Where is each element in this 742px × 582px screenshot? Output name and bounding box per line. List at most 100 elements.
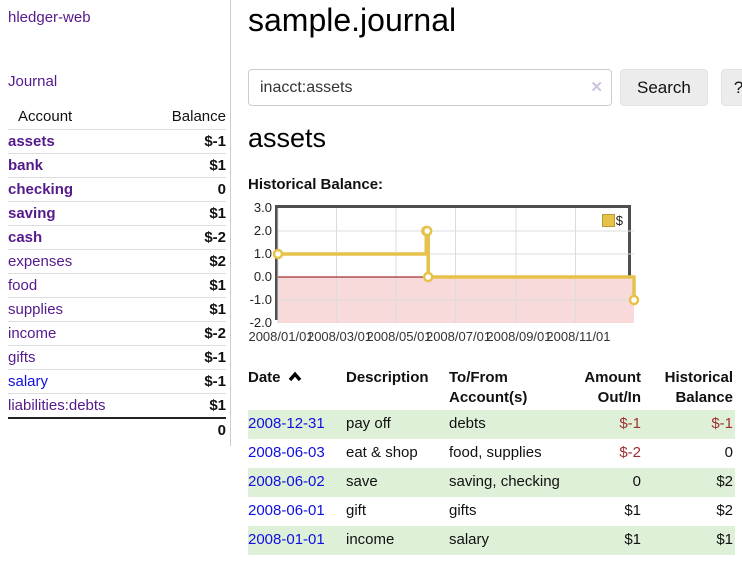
x-tick-label: 2008/09/01 xyxy=(486,329,552,344)
transaction-balance: $2 xyxy=(716,502,733,519)
transaction-balance: $-1 xyxy=(643,410,735,439)
transaction-amount: 0 xyxy=(561,468,643,497)
y-tick-label: 0.0 xyxy=(253,269,272,284)
account-balance: $-1 xyxy=(204,349,226,366)
transaction-amount: $-2 xyxy=(619,444,641,461)
transaction-date-link[interactable]: 2008-06-02 xyxy=(248,473,325,490)
transaction-accounts: salary xyxy=(449,526,561,555)
transactions-body: 2008-12-31 pay off debts $-1 $-1 2008-06… xyxy=(248,410,735,555)
y-tick-label: 1.0 xyxy=(253,246,272,261)
search-input[interactable] xyxy=(248,69,612,106)
accounts-total-balance: 0 xyxy=(217,422,226,439)
x-tick-label: 2008/11/01 xyxy=(546,329,611,344)
transaction-accounts: gifts xyxy=(449,502,477,519)
clear-search-icon[interactable]: ✕ xyxy=(590,79,603,96)
account-link[interactable]: food xyxy=(8,277,38,294)
transaction-date-link[interactable]: 2008-12-31 xyxy=(248,415,325,432)
account-row: food $1 xyxy=(8,273,226,298)
x-tick-label: 2008/07/01 xyxy=(425,329,492,344)
account-balance: $-2 xyxy=(204,325,226,342)
account-balance: $1 xyxy=(209,205,226,222)
legend-label: $ xyxy=(615,213,623,228)
accounts-total-row: 0 xyxy=(8,418,226,442)
transaction-date-link[interactable]: 2008-06-01 xyxy=(248,502,325,519)
app-title-link[interactable]: hledger-web xyxy=(8,9,91,26)
sidebar-divider xyxy=(230,0,231,446)
account-balance: $1 xyxy=(209,301,226,318)
account-row: checking 0 xyxy=(8,177,226,202)
account-link[interactable]: assets xyxy=(8,133,55,150)
y-tick-label: -2.0 xyxy=(249,315,272,330)
account-balance: $1 xyxy=(209,397,226,414)
search-form: ✕ Search ? xyxy=(248,69,742,106)
search-box: ✕ xyxy=(248,69,612,106)
y-tick-label: -1.0 xyxy=(249,292,272,307)
journal-link[interactable]: Journal xyxy=(8,73,58,90)
help-button[interactable]: ? xyxy=(720,69,742,106)
transaction-description: income xyxy=(346,526,449,555)
account-link[interactable]: bank xyxy=(8,157,44,174)
transaction-row: 2008-06-02 save saving, checking 0 $2 xyxy=(248,468,735,497)
transaction-date-link[interactable]: 2008-06-03 xyxy=(248,444,325,461)
balance-chart-svg xyxy=(272,208,640,323)
account-row: bank $1 xyxy=(8,153,226,178)
account-balance: $-1 xyxy=(204,373,226,390)
main-content: sample.journal ✕ Search ? assets Histori… xyxy=(248,0,742,582)
transaction-balance: 0 xyxy=(724,444,733,461)
account-link[interactable]: supplies xyxy=(8,301,64,318)
account-link[interactable]: income xyxy=(8,325,57,342)
account-row: liabilities:debts $1 xyxy=(8,393,226,419)
account-row: cash $-2 xyxy=(8,225,226,250)
transaction-accounts: debts xyxy=(449,410,561,439)
account-title: assets xyxy=(248,123,327,153)
account-row: saving $1 xyxy=(8,201,226,226)
account-balance: 0 xyxy=(217,181,226,198)
transaction-row: 2008-12-31 pay off debts $-1 $-1 xyxy=(248,410,735,439)
transaction-balance: $1 xyxy=(643,526,735,555)
transaction-description: gift xyxy=(346,502,367,519)
account-row: supplies $1 xyxy=(8,297,226,322)
account-column-header: Account xyxy=(18,108,73,125)
account-balance: $-2 xyxy=(204,229,226,246)
search-button[interactable]: Search xyxy=(620,69,708,106)
transaction-row: 2008-01-01 income salary $1 $1 xyxy=(248,526,735,555)
y-tick-label: 3.0 xyxy=(253,200,272,215)
historical-balance-chart: 3.0 2.0 1.0 0.0 -1.0 -2.0 $ 2008/01/01 2008/03… xyxy=(248,200,735,355)
chart-x-axis: 2008/01/01 2008/03/01 2008/05/01 2008/07/01… xyxy=(248,329,634,347)
balance-column-header: Balance xyxy=(171,108,226,125)
transactions-table: Date Description To/From Account(s) Amou… xyxy=(248,366,735,555)
accounts-table: Account Balance assets $-1 bank $1 check… xyxy=(8,105,226,442)
account-link[interactable]: cash xyxy=(8,229,43,246)
account-link[interactable]: liabilities:debts xyxy=(8,397,106,414)
accounts-table-header: Account Balance xyxy=(8,105,226,130)
transaction-accounts: food, supplies xyxy=(449,444,542,461)
account-link[interactable]: salary xyxy=(8,373,49,390)
description-column-header: Description xyxy=(346,369,429,386)
account-link[interactable]: expenses xyxy=(8,253,73,270)
chevron-up-icon xyxy=(288,369,302,389)
x-tick-label: 2008/05/01 xyxy=(366,329,432,344)
account-column-header: To/From Account(s) xyxy=(449,369,528,406)
transaction-date-link[interactable]: 2008-01-01 xyxy=(248,531,325,548)
accounts-table-body: assets $-1 bank $1 checking 0 saving $1 … xyxy=(8,129,226,419)
transaction-description: pay off xyxy=(346,410,449,439)
transaction-balance: $2 xyxy=(643,468,735,497)
account-link[interactable]: checking xyxy=(8,181,74,198)
sidebar: hledger-web Journal Account Balance asse… xyxy=(0,0,230,442)
chart-plot-area: $ xyxy=(272,205,640,323)
account-row: assets $-1 xyxy=(8,129,226,154)
balance-column-header: Historical Balance xyxy=(664,369,733,406)
transaction-amount: $1 xyxy=(561,526,643,555)
transaction-accounts: saving, checking xyxy=(449,468,561,497)
chart-legend: $ xyxy=(601,213,623,228)
chart-label: Historical Balance: xyxy=(248,176,384,193)
account-balance: $1 xyxy=(209,157,226,174)
account-row: gifts $-1 xyxy=(8,345,226,370)
app-title: hledger-web xyxy=(8,8,226,28)
transaction-amount: $1 xyxy=(624,502,641,519)
account-link[interactable]: gifts xyxy=(8,349,36,366)
account-link[interactable]: saving xyxy=(8,205,56,222)
x-tick-label: 2008/01/01 xyxy=(248,329,314,344)
date-column-header[interactable]: Date xyxy=(248,366,346,410)
legend-swatch-icon xyxy=(601,214,615,227)
